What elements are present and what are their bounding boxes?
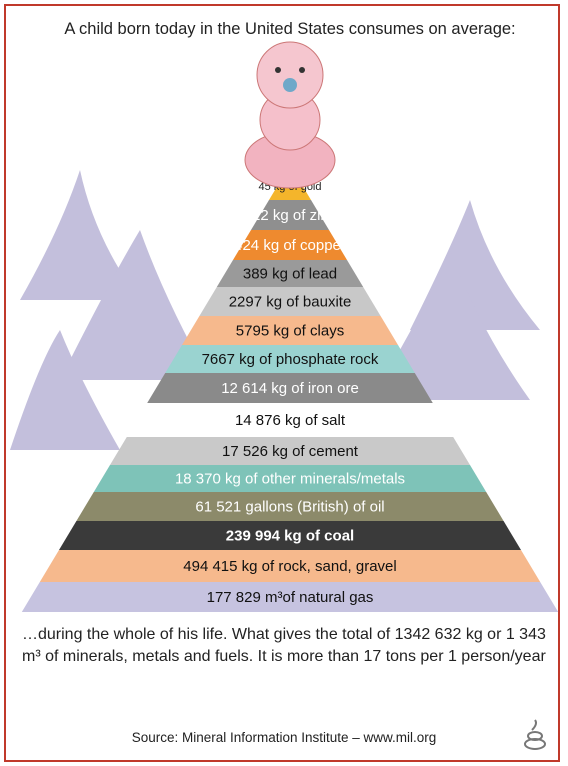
- summary: …during the whole of his life. What give…: [22, 624, 552, 668]
- source: Source: Mineral Information Institute – …: [0, 730, 568, 745]
- layer-label: 177 829 m³of natural gas: [207, 589, 374, 606]
- layer-label: 18 370 kg of other minerals/metals: [175, 470, 405, 487]
- page: 45 kg of gold212 kg of zinc424 kg of cop…: [0, 0, 568, 766]
- title: A child born today in the United States …: [30, 20, 550, 39]
- layer-label: 7667 kg of phosphate rock: [202, 351, 379, 368]
- layer-label: 12 614 kg of iron ore: [221, 380, 359, 397]
- layer-label: 2297 kg of bauxite: [229, 293, 352, 310]
- layer-label: 61 521 gallons (British) of oil: [195, 498, 384, 515]
- layer-label: 212 kg of zinc: [244, 207, 337, 224]
- layer-label: 239 994 kg of coal: [226, 527, 354, 544]
- layer-label: 14 876 kg of salt: [235, 412, 346, 429]
- layer-label: 424 kg of copper: [234, 237, 346, 254]
- layer-label: 389 kg of lead: [243, 265, 337, 282]
- baby: [245, 42, 335, 188]
- layer-label: 494 415 kg of rock, sand, gravel: [183, 558, 396, 575]
- layer-label: 17 526 kg of cement: [222, 443, 359, 460]
- layer-label: 5795 kg of clays: [236, 322, 344, 339]
